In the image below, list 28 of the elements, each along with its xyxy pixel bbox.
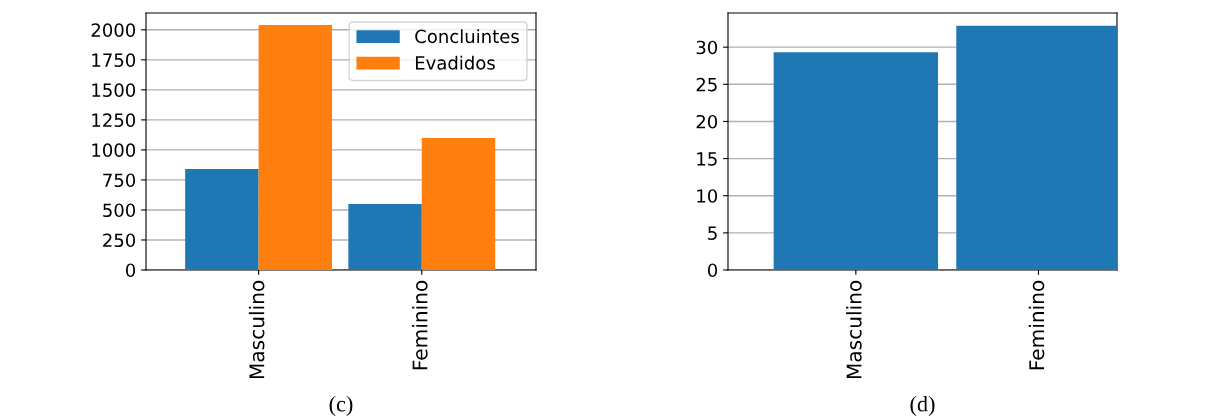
y-tick-label: 30	[696, 40, 718, 55]
y-tick-label: 750	[103, 173, 136, 188]
y-tick-label: 10	[697, 189, 718, 203]
bar	[185, 169, 259, 270]
legend-label: Concluintes	[415, 29, 519, 44]
text: (c)	[329, 395, 353, 416]
bar	[348, 203, 422, 270]
y-tick-label: 1250	[92, 113, 136, 127]
x-tick-label: Masculino	[846, 280, 862, 379]
y-tick-label: 500	[103, 203, 136, 218]
text: (d)	[910, 395, 935, 416]
legend-label: Evadidos	[415, 55, 495, 70]
bar	[421, 137, 496, 270]
x-tick-label: Feminino	[1028, 280, 1045, 370]
y-tick-label: 25	[696, 77, 717, 92]
x-tick-label: Feminino	[412, 280, 428, 370]
y-tick-label: 20	[696, 114, 718, 129]
y-tick-label: 0	[707, 263, 718, 278]
y-tick-label: 15	[697, 152, 717, 166]
y-tick-label: 0	[125, 263, 136, 278]
y-tick-label: 250	[103, 233, 136, 248]
y-tick-label: 5	[708, 226, 717, 240]
y-tick-label: 2000	[91, 23, 136, 37]
y-tick-label: 1000	[92, 143, 136, 158]
x-tick-label: Masculino	[248, 280, 265, 379]
y-tick-label: 1750	[92, 53, 136, 67]
bar	[258, 25, 333, 270]
y-tick-label: 1500	[92, 83, 136, 97]
